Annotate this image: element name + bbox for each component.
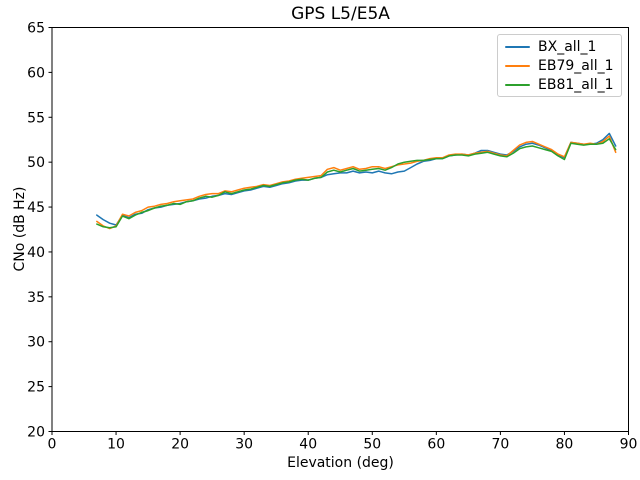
x-tick-label: 80 [556, 437, 574, 453]
legend-label: EB81_all_1 [538, 76, 614, 93]
y-tick-label: 65 [27, 21, 45, 37]
x-tick-label: 30 [235, 437, 253, 453]
legend: BX_all_1 EB79_all_1 EB81_all_1 [497, 34, 622, 97]
x-axis-label: Elevation (deg) [287, 455, 394, 471]
y-tick-label: 55 [27, 110, 45, 126]
y-tick-label: 30 [27, 335, 45, 351]
x-tick-label: 20 [171, 437, 189, 453]
chart-title: GPS L5/E5A [291, 4, 390, 24]
x-tick-label: 70 [491, 437, 509, 453]
y-tick-label: 20 [27, 425, 45, 441]
x-tick-label: 90 [620, 437, 638, 453]
x-tick-label: 60 [427, 437, 445, 453]
legend-label: BX_all_1 [538, 38, 597, 55]
y-axis-label: CNo (dB Hz) [12, 186, 28, 272]
x-tick-label: 10 [107, 437, 125, 453]
y-tick-label: 50 [27, 155, 45, 171]
x-tick-label: 0 [48, 437, 57, 453]
legend-label: EB79_all_1 [538, 57, 614, 74]
legend-line-swatch-blue [505, 45, 530, 48]
y-tick-label: 60 [27, 65, 45, 81]
legend-line-swatch-green [505, 83, 530, 86]
legend-item-eb81-all-1: EB81_all_1 [505, 75, 614, 94]
legend-item-bx-all-1: BX_all_1 [505, 37, 614, 56]
series-line-EB79_all_1 [96, 135, 617, 230]
y-tick-label: 40 [27, 245, 45, 261]
y-tick-label: 25 [27, 380, 45, 396]
y-tick-label: 45 [27, 200, 45, 216]
legend-line-swatch-orange [505, 64, 530, 67]
series-line-EB81_all_1 [96, 138, 617, 229]
y-tick-label: 35 [27, 290, 45, 306]
x-tick-label: 40 [299, 437, 317, 453]
x-tick-label: 50 [363, 437, 381, 453]
axes-frame [51, 27, 629, 432]
legend-item-eb79-all-1: EB79_all_1 [505, 56, 614, 75]
